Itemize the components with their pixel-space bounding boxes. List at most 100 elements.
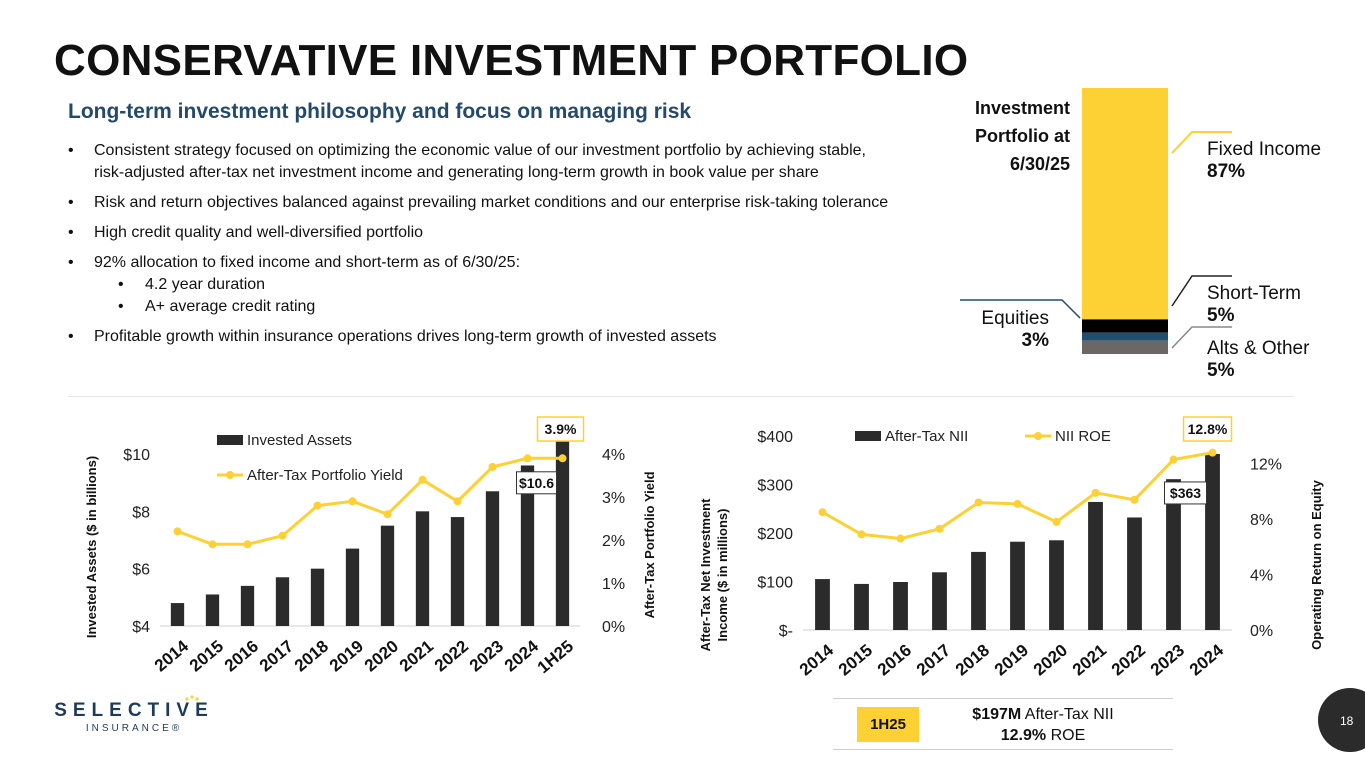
y-axis-title-line1: After-Tax Net Investment xyxy=(698,498,713,652)
y2-tick-label: 12% xyxy=(1250,457,1282,474)
bar-2021 xyxy=(1088,501,1103,630)
bar-2017 xyxy=(275,577,290,626)
y2-tick-label: 1% xyxy=(602,576,625,593)
x-tick-label: 2018 xyxy=(291,637,332,676)
x-tick-label: 2015 xyxy=(186,637,227,676)
yield-line xyxy=(176,456,563,546)
page-subtitle: Long-term investment philosophy and focu… xyxy=(68,100,692,123)
after-tax-nii-chart: $-$100$200$300$4000%4%8%12%2014201520162… xyxy=(698,416,1324,680)
bar-2021 xyxy=(415,511,430,626)
line-point-2021 xyxy=(418,475,427,484)
legend-line-marker xyxy=(226,471,234,479)
selective-logo: SELECTIVE INSURANCE® xyxy=(54,695,214,734)
line-point-2019 xyxy=(348,497,357,506)
logo-wordmark: SELECTIVE xyxy=(54,700,214,721)
bar-2015 xyxy=(205,594,220,626)
bar-callout-text: $363 xyxy=(1170,485,1201,501)
line-point-2015 xyxy=(857,530,866,539)
x-tick-label: 2014 xyxy=(796,640,838,679)
section-divider xyxy=(68,396,1293,397)
pct-fixed-income: 87% xyxy=(1207,161,1245,182)
bar-callout-box xyxy=(1164,481,1207,505)
y2-tick-label: 3% xyxy=(602,490,625,507)
portfolio-title: Investment Portfolio at 6/30/25 xyxy=(930,94,1070,178)
label-short-term: Short-Term xyxy=(1207,283,1301,304)
h1-summary-text: $197M After-Tax NII 12.9% ROE xyxy=(943,704,1143,746)
x-tick-label: 2016 xyxy=(221,637,262,676)
label-fixed-income: Fixed Income xyxy=(1207,139,1321,160)
page-number-text: 18 xyxy=(1340,714,1354,728)
bar-2018 xyxy=(310,568,325,626)
bullet-list: Consistent strategy focused on optimizin… xyxy=(68,140,898,356)
y-tick-label: $8 xyxy=(132,504,150,521)
line-point-2024 xyxy=(1208,448,1217,457)
leader-line-short xyxy=(1171,275,1232,307)
legend-line-marker xyxy=(1034,432,1042,440)
bar-2022 xyxy=(450,517,465,626)
legend-line-label: After-Tax Portfolio Yield xyxy=(247,467,403,484)
bar-callout: $10.6 xyxy=(516,471,557,495)
portfolio-title-line: Investment xyxy=(974,98,1070,118)
x-tick-label: 2021 xyxy=(396,637,437,676)
line-point-2014 xyxy=(818,508,827,517)
line-point-2020 xyxy=(1052,517,1061,526)
bar-callout-text: $10.6 xyxy=(519,475,554,491)
line-point-2017 xyxy=(935,524,944,533)
y-tick-label: $100 xyxy=(757,575,793,592)
segment-fixed-income xyxy=(1082,88,1168,320)
h1-roe-value: 12.9% xyxy=(1000,727,1047,744)
y2-tick-label: 4% xyxy=(602,447,625,464)
y-tick-label: $4 xyxy=(132,619,150,636)
segment-equities xyxy=(1082,332,1168,341)
x-tick-label: 2019 xyxy=(326,637,367,676)
line-callout-box xyxy=(1182,416,1233,442)
legend-bar-swatch xyxy=(217,435,243,445)
h1-roe-label: ROE xyxy=(1046,727,1086,744)
label-alts-other: Alts & Other xyxy=(1207,338,1310,359)
line-callout: 12.8% xyxy=(1182,416,1233,442)
y2-tick-label: 0% xyxy=(602,619,625,636)
x-tick-label: 2024 xyxy=(1186,640,1228,679)
bar-2016 xyxy=(240,585,255,626)
line-callout: 3.9% xyxy=(536,416,585,442)
pct-short-term: 5% xyxy=(1207,305,1235,326)
yield-line xyxy=(821,451,1213,541)
x-tick-label: 2022 xyxy=(1108,641,1149,680)
bullet-item: High credit quality and well-diversified… xyxy=(68,222,898,244)
y2-axis-title: Operating Return on Equity xyxy=(1309,479,1324,649)
bar-2023 xyxy=(485,491,500,626)
y-tick-label: $200 xyxy=(757,526,793,543)
y-axis-title: Invested Assets ($ in billions) xyxy=(84,456,99,638)
line-point-2014 xyxy=(173,527,182,536)
invested-assets-chart: $4$6$8$100%1%2%3%4%201420152016201720182… xyxy=(84,416,657,678)
line-point-2024 xyxy=(523,454,532,463)
x-tick-label: 2022 xyxy=(431,637,472,676)
bar-2018 xyxy=(971,551,986,630)
bar-2019 xyxy=(1010,541,1025,630)
h1-nii-label: After-Tax NII xyxy=(1021,706,1114,723)
line-callout-text: 12.8% xyxy=(1188,421,1228,437)
bar-2022 xyxy=(1127,517,1142,630)
x-tick-label: 2020 xyxy=(1030,641,1071,680)
legend-line-label: NII ROE xyxy=(1055,428,1111,445)
segment-alts-other xyxy=(1082,340,1168,354)
portfolio-stacked-bar: Fixed Income 87% Short-Term 5% Alts & Ot… xyxy=(960,88,1321,381)
leader-line-fixed xyxy=(1171,131,1232,154)
portfolio-title-line: 6/30/25 xyxy=(1009,154,1070,174)
logo-dots-icon xyxy=(185,695,199,701)
x-tick-label: 2019 xyxy=(991,641,1032,680)
bar-2014 xyxy=(815,579,830,630)
bar-2014 xyxy=(170,603,185,626)
segment-short-term xyxy=(1082,319,1168,333)
line-point-1H25 xyxy=(558,454,567,463)
leader-line-equities xyxy=(960,299,1081,319)
bar-callout: $363 xyxy=(1164,481,1207,505)
page-title: CONSERVATIVE INVESTMENT PORTFOLIO xyxy=(54,36,969,85)
bar-2015 xyxy=(854,583,869,630)
bar-callout-box xyxy=(516,471,557,495)
y2-tick-label: 2% xyxy=(602,533,625,550)
h1-nii-value: $197M xyxy=(972,706,1022,723)
legend-bar-swatch xyxy=(855,431,881,441)
line-point-2017 xyxy=(278,531,287,540)
x-tick-label: 1H25 xyxy=(534,637,577,678)
